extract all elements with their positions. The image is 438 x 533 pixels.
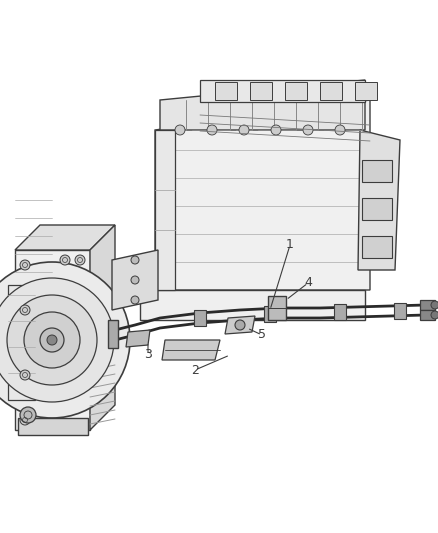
Circle shape [20, 415, 30, 425]
Bar [394, 303, 406, 319]
Bar [362, 160, 392, 182]
Bar [362, 198, 392, 220]
Circle shape [207, 125, 217, 135]
Circle shape [0, 262, 130, 418]
Polygon shape [225, 316, 255, 334]
Bar [215, 82, 237, 100]
Text: 3: 3 [144, 349, 152, 361]
Bar [320, 82, 342, 100]
Bar [268, 296, 286, 320]
Polygon shape [126, 330, 150, 347]
Text: 1: 1 [286, 238, 294, 252]
Polygon shape [200, 80, 365, 102]
Circle shape [131, 276, 139, 284]
Circle shape [40, 328, 64, 352]
Circle shape [303, 125, 313, 135]
Circle shape [47, 335, 57, 345]
Circle shape [60, 255, 70, 265]
Polygon shape [15, 225, 115, 250]
Circle shape [20, 305, 30, 315]
Polygon shape [162, 340, 220, 360]
Polygon shape [90, 225, 115, 430]
Text: 2: 2 [191, 364, 199, 376]
Circle shape [131, 256, 139, 264]
Bar [285, 82, 307, 100]
Bar [250, 82, 272, 100]
Bar [264, 305, 276, 321]
Circle shape [271, 125, 281, 135]
Polygon shape [15, 250, 90, 430]
Bar [362, 236, 392, 258]
Bar [420, 300, 435, 310]
Circle shape [20, 407, 36, 423]
Circle shape [175, 125, 185, 135]
Circle shape [75, 255, 85, 265]
Circle shape [20, 260, 30, 270]
Circle shape [239, 125, 249, 135]
Polygon shape [155, 100, 370, 290]
Polygon shape [18, 418, 88, 435]
Circle shape [335, 125, 345, 135]
Circle shape [431, 301, 438, 309]
Bar [194, 310, 206, 326]
Bar [420, 310, 435, 320]
Circle shape [431, 311, 438, 319]
Polygon shape [8, 285, 35, 400]
Circle shape [131, 296, 139, 304]
Text: 4: 4 [304, 277, 312, 289]
Polygon shape [358, 130, 400, 270]
Text: 5: 5 [258, 328, 266, 342]
Polygon shape [155, 130, 175, 290]
Polygon shape [112, 250, 158, 310]
Bar [355, 82, 377, 100]
Circle shape [235, 320, 245, 330]
Polygon shape [160, 80, 365, 130]
Circle shape [20, 370, 30, 380]
Polygon shape [140, 290, 365, 320]
Circle shape [0, 278, 114, 402]
Circle shape [7, 295, 97, 385]
Bar [334, 304, 346, 320]
Circle shape [24, 312, 80, 368]
Polygon shape [108, 320, 118, 348]
